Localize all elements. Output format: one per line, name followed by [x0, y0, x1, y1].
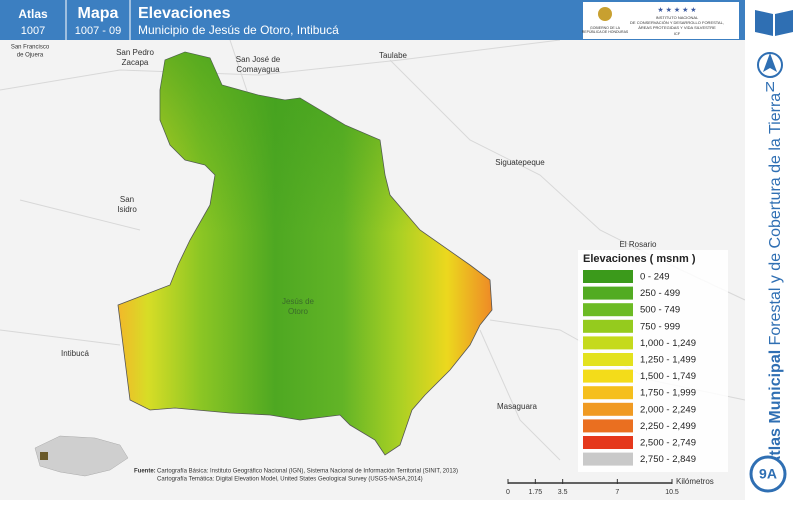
legend-label: 2,000 - 2,249 — [640, 404, 696, 415]
legend-label: 1,500 - 1,749 — [640, 371, 696, 382]
map-subtitle: Municipio de Jesús de Otoro, Intibucá — [138, 23, 339, 37]
map-number: 1007 - 09 — [75, 25, 121, 37]
place-label: San Francisco — [11, 45, 50, 51]
place-label: Masaguara — [497, 402, 538, 411]
legend-label: 1,000 - 1,249 — [640, 338, 696, 349]
scale-label: 1.75 — [529, 489, 543, 496]
legend-label: 2,250 - 2,499 — [640, 421, 696, 432]
logo-stars: ★ ★ ★ ★ ★ — [657, 6, 696, 14]
book-icon — [755, 10, 793, 36]
place-label: Comayagua — [236, 65, 280, 74]
place-label: Jesús de — [282, 297, 315, 306]
legend-label: 250 - 499 — [640, 288, 680, 299]
north-label: N — [765, 79, 775, 95]
place-label: de Ojuera — [17, 53, 44, 59]
inset-location — [40, 452, 48, 460]
legend-swatch — [583, 319, 633, 333]
logo-box — [583, 2, 739, 39]
place-label: San José de — [236, 55, 281, 64]
legend-swatch — [583, 436, 633, 449]
atlas-label: Atlas — [18, 7, 48, 21]
map-label: Mapa — [78, 5, 119, 22]
sidebar-title-bold: Atlas Municipal — [767, 350, 784, 467]
place-label: San Pedro — [116, 48, 154, 57]
page-badge — [749, 455, 787, 493]
scale-unit: Kilómetros — [676, 477, 714, 486]
legend-swatch — [583, 336, 633, 350]
legend-swatch — [583, 452, 633, 466]
inset-map — [34, 435, 129, 477]
scale-label: 0 — [506, 489, 510, 496]
scale-label: 3.5 — [558, 489, 568, 496]
legend-label: 2,500 - 2,749 — [640, 438, 696, 449]
place-label: Intibucá — [61, 349, 90, 358]
legend-label: 500 - 749 — [640, 305, 680, 316]
place-label: El Rosario — [620, 240, 657, 249]
legend-label: 0 - 249 — [640, 272, 670, 283]
legend-swatch — [583, 303, 633, 317]
place-label: Zacapa — [122, 58, 149, 67]
legend-swatch — [583, 419, 633, 433]
scale-label: 10.5 — [665, 489, 679, 496]
legend-swatch — [583, 402, 633, 416]
legend-title: Elevaciones ( msnm ) — [583, 253, 696, 265]
logo-institute: DE CONSERVACIÓN Y DESARROLLO FORESTAL, — [630, 20, 724, 25]
sources-label: Fuente: — [134, 469, 156, 475]
place-label: San — [120, 195, 134, 204]
legend-swatch — [583, 286, 633, 300]
sidebar-title: Atlas Municipal Forestal y de Cobertura … — [767, 93, 784, 467]
place-label: Taulabe — [379, 51, 408, 60]
logo-institute: INSTITUTO NACIONAL — [656, 15, 699, 20]
legend-swatch — [583, 353, 633, 366]
logo-gov: GOBIERNO DE LA — [590, 26, 621, 30]
place-label: Siguatepeque — [495, 158, 545, 167]
scale-label: 7 — [615, 489, 619, 496]
place-label: Otoro — [288, 307, 309, 316]
source-line: Cartografía Básica: Instituto Geográfico… — [157, 469, 458, 475]
sidebar-title-rest: Forestal y de Cobertura de la Tierra — [767, 93, 784, 350]
legend-label: 2,750 - 2,849 — [640, 454, 696, 465]
sidebar — [745, 0, 800, 500]
logo-acronym: ICF — [674, 31, 681, 36]
legend-label: 1,750 - 1,999 — [640, 388, 696, 399]
map-title: Elevaciones — [138, 5, 231, 22]
place-label: Isidro — [117, 205, 137, 214]
legend-label: 750 - 999 — [640, 321, 680, 332]
logo-emblem — [598, 7, 612, 21]
atlas-number: 1007 — [21, 25, 45, 37]
page-number: 9A — [759, 466, 777, 482]
source-line: Cartografía Temática: Digital Elevation … — [157, 477, 423, 483]
legend-swatch — [583, 369, 633, 383]
legend-swatch — [583, 386, 633, 400]
logo-gov: REPÚBLICA DE HONDURAS — [582, 30, 629, 34]
municipality-shade — [118, 52, 492, 455]
north-arrow — [763, 53, 777, 72]
logo-institute: ÁREAS PROTEGIDAS Y VIDA SILVESTRE — [638, 25, 716, 30]
legend-label: 1,250 - 1,499 — [640, 355, 696, 366]
legend-swatch — [583, 270, 633, 283]
